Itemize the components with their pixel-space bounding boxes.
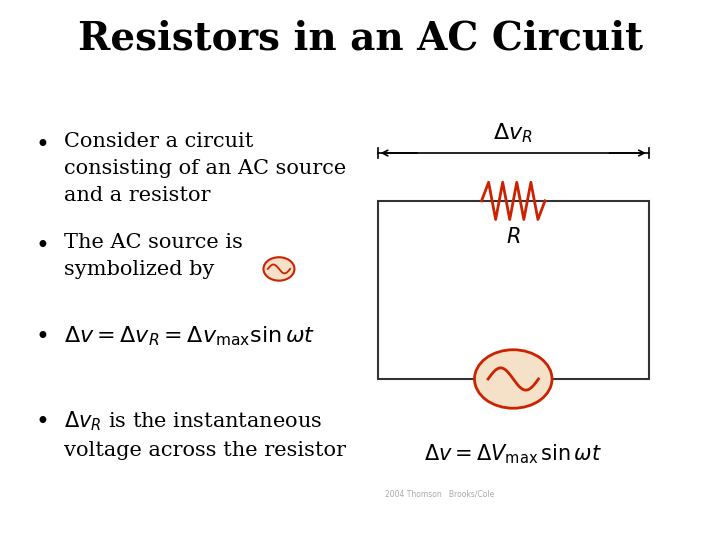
Text: •: •: [36, 235, 50, 259]
Text: •: •: [36, 134, 50, 158]
Text: $\Delta v_R$ is the instantaneous
voltage across the resistor: $\Delta v_R$ is the instantaneous voltag…: [64, 409, 346, 460]
Text: •: •: [36, 411, 50, 434]
Text: $\Delta v = \Delta v_R = \Delta v_{\rm max}{\rm sin}\,\omega t$: $\Delta v = \Delta v_R = \Delta v_{\rm m…: [64, 324, 315, 348]
Text: Resistors in an AC Circuit: Resistors in an AC Circuit: [78, 20, 642, 58]
Circle shape: [264, 257, 294, 281]
Bar: [377, 201, 649, 379]
Text: Consider a circuit
consisting of an AC source
and a resistor: Consider a circuit consisting of an AC s…: [64, 132, 346, 205]
Text: 2004 Thomson   Brooks/Cole: 2004 Thomson Brooks/Cole: [384, 490, 494, 498]
Circle shape: [474, 350, 552, 408]
Text: $\Delta v = \Delta V_{\rm max}\,{\rm sin}\,\omega t$: $\Delta v = \Delta V_{\rm max}\,{\rm sin…: [424, 443, 603, 467]
Text: $R$: $R$: [506, 227, 521, 247]
Text: The AC source is
symbolized by: The AC source is symbolized by: [64, 233, 243, 279]
Text: •: •: [36, 326, 50, 349]
Text: $\Delta v_R$: $\Delta v_R$: [493, 122, 533, 145]
